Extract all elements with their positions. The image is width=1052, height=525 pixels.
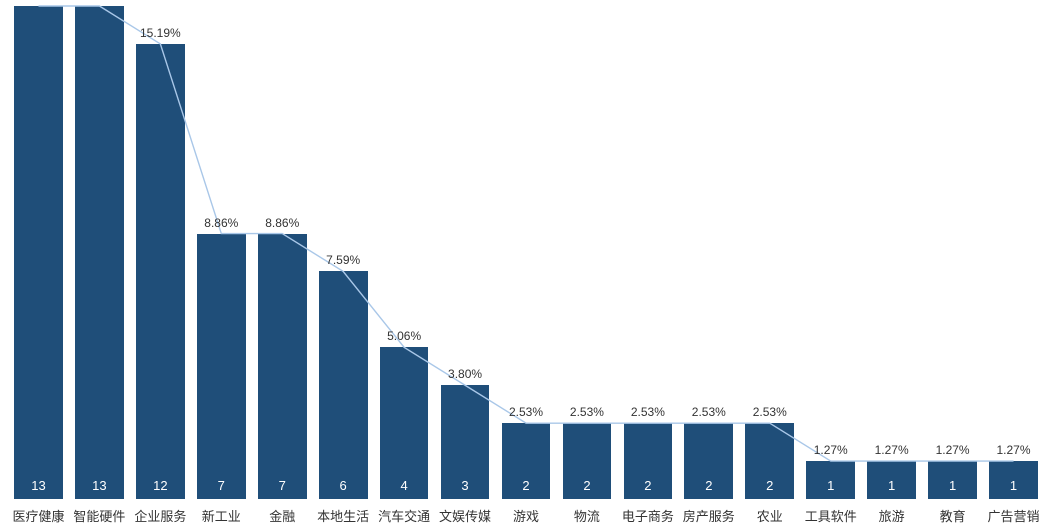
percent-label: 2.53% bbox=[692, 405, 726, 419]
x-axis-label: 企业服务 bbox=[134, 506, 186, 525]
percent-label: 7.59% bbox=[326, 253, 360, 267]
percent-label: 2.53% bbox=[509, 405, 543, 419]
x-axis-label: 工具软件 bbox=[805, 506, 857, 525]
percent-label: 2.53% bbox=[570, 405, 604, 419]
x-axis-label: 广告营销 bbox=[988, 506, 1040, 525]
x-axis-label: 金融 bbox=[269, 506, 295, 525]
percent-label: 2.53% bbox=[631, 405, 665, 419]
x-axis-label: 电子商务 bbox=[622, 506, 674, 525]
trend-line bbox=[8, 6, 1044, 499]
percent-label: 8.86% bbox=[204, 216, 238, 230]
x-axis-label: 房产服务 bbox=[683, 506, 735, 525]
x-axis-label: 物流 bbox=[574, 506, 600, 525]
x-axis-label: 教育 bbox=[940, 506, 966, 525]
percent-label: 8.86% bbox=[265, 216, 299, 230]
x-axis-label: 农业 bbox=[757, 506, 783, 525]
percent-label: 2.53% bbox=[753, 405, 787, 419]
x-axis-label: 游戏 bbox=[513, 506, 539, 525]
category-bar-chart: 1313127764322222111116.46%16.46%15.19%8.… bbox=[0, 0, 1052, 525]
x-axis-label: 医疗健康 bbox=[12, 506, 64, 525]
percent-label: 15.19% bbox=[140, 26, 181, 40]
x-axis-label: 旅游 bbox=[879, 506, 905, 525]
x-axis-label: 汽车交通 bbox=[378, 506, 430, 525]
percent-label: 1.27% bbox=[997, 443, 1031, 457]
percent-label: 16.46% bbox=[18, 0, 59, 2]
x-axis-label: 本地生活 bbox=[317, 506, 369, 525]
x-axis-label: 智能硬件 bbox=[73, 506, 125, 525]
percent-label: 1.27% bbox=[814, 443, 848, 457]
x-axis-label: 文娱传媒 bbox=[439, 506, 491, 525]
x-axis-label: 新工业 bbox=[202, 506, 241, 525]
trend-polyline bbox=[38, 6, 1013, 461]
percent-label: 3.80% bbox=[448, 367, 482, 381]
percent-label: 1.27% bbox=[875, 443, 909, 457]
percent-label: 1.27% bbox=[936, 443, 970, 457]
plot-area: 1313127764322222111116.46%16.46%15.19%8.… bbox=[8, 6, 1044, 499]
percent-label: 16.46% bbox=[79, 0, 120, 2]
percent-label: 5.06% bbox=[387, 329, 421, 343]
